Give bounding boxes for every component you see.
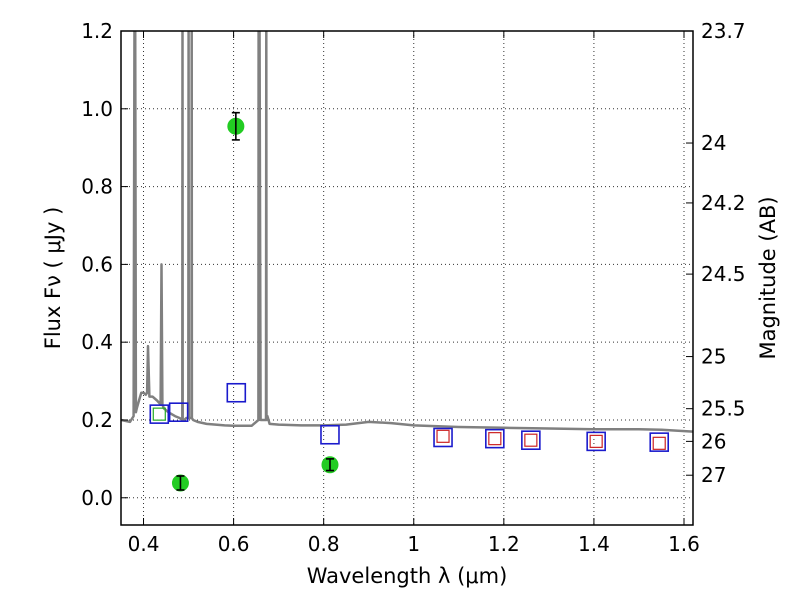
y-tick-label: 0.4: [81, 330, 113, 354]
model-point: [168, 402, 189, 422]
y-tick-label: 0.8: [81, 175, 113, 199]
x-tick-label: 1.6: [668, 532, 700, 556]
right-tick-label: 23.7: [701, 19, 746, 43]
right-axis-label: Magnitude (AB): [756, 196, 780, 359]
right-tick-label: 25: [701, 345, 726, 369]
x-tick-label: 1: [407, 532, 420, 556]
model-point: [433, 427, 453, 448]
model-inner-point: [152, 407, 166, 421]
model-point: [149, 404, 170, 424]
x-tick-label: 1.2: [488, 532, 520, 556]
x-tick-label: 0.4: [128, 532, 160, 556]
y-tick-label: 1.2: [81, 19, 113, 43]
y-axis-label: Flux Fν ( μJy ): [41, 207, 65, 350]
y-tick-label: 1.0: [81, 97, 113, 121]
model-point: [649, 432, 670, 452]
right-tick-label: 26: [701, 429, 726, 453]
plot-frame: [120, 30, 694, 526]
right-tick-label: 24.5: [701, 262, 746, 286]
x-tick-label: 1.4: [578, 532, 610, 556]
model-point: [586, 431, 606, 452]
x-axis-label: Wavelength λ (μm): [307, 564, 508, 588]
right-tick-label: 24: [701, 131, 726, 155]
axis-ticks: 0.4 0.6 0.8 1 1.2 1.4 1.6 0.0 0.2 0.4 0.6 0.8 1.0 1.2…: [81, 19, 745, 556]
y-tick-label: 0.2: [81, 408, 113, 432]
model-point: [226, 382, 247, 403]
x-tick-label: 0.6: [218, 532, 250, 556]
y-tick-label: 0.6: [81, 252, 113, 276]
model-inner-point: [524, 433, 538, 447]
model-inner-point: [589, 434, 603, 448]
model-point: [521, 430, 541, 451]
right-tick-label: 25.5: [701, 397, 746, 421]
x-tick-label: 0.8: [308, 532, 340, 556]
y-tick-label: 0.0: [81, 486, 113, 510]
model-inner-point: [652, 436, 666, 450]
model-point: [485, 428, 505, 449]
model-point: [320, 424, 340, 445]
right-tick-label: 24.2: [701, 191, 746, 215]
plot-area: [121, 31, 693, 492]
model-inner-point: [436, 429, 450, 443]
model-inner-point: [488, 432, 502, 446]
right-tick-label: 27: [701, 463, 726, 487]
